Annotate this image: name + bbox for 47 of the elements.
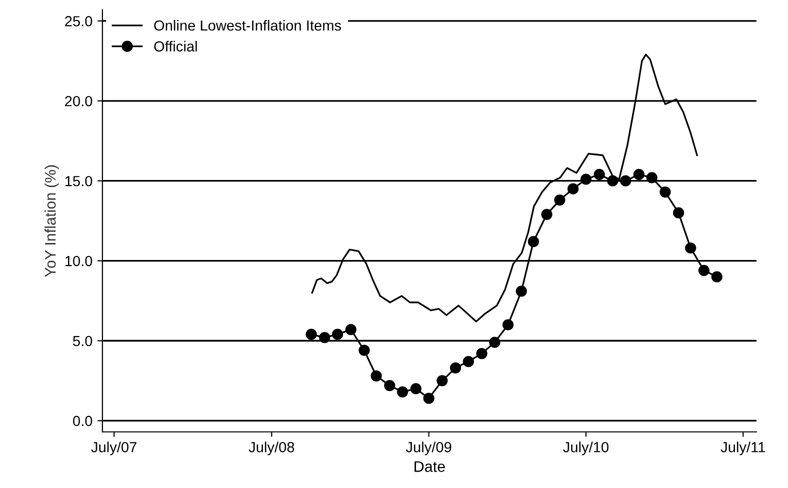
point [516, 286, 527, 297]
point [489, 336, 500, 348]
y-tick-label: 25.0 [65, 16, 92, 26]
point [698, 264, 710, 276]
point [685, 242, 696, 254]
point [436, 375, 448, 386]
point [660, 186, 671, 198]
point [580, 174, 592, 185]
point [541, 208, 552, 220]
point [594, 168, 605, 180]
y-tick-label: 5.0 [73, 336, 92, 346]
point [306, 328, 317, 340]
x-tick-label: July/08 [248, 442, 294, 456]
legend-label: Online Lowest-Inflation Items [154, 20, 342, 31]
point [319, 332, 330, 344]
point [358, 344, 370, 356]
point [646, 172, 658, 184]
point [672, 207, 684, 218]
point [568, 183, 579, 194]
y-tick-label: 20.0 [65, 96, 92, 106]
y-tick-label: 0.0 [73, 416, 92, 426]
point [620, 175, 632, 186]
x-tick-label: July/11 [720, 442, 765, 456]
legend-label: Official [154, 40, 197, 52]
x-tick-label: July/09 [406, 442, 452, 456]
x-tick-label: July/07 [91, 442, 136, 456]
point [476, 348, 488, 360]
point [384, 380, 396, 392]
point [502, 319, 514, 330]
point [554, 194, 566, 206]
point [528, 236, 539, 248]
point [633, 168, 644, 180]
y-axis-title: YoY Inflation (%) [44, 165, 59, 277]
x-tick-label: July/10 [563, 442, 609, 456]
point [410, 383, 422, 394]
point [450, 362, 462, 374]
point [396, 386, 408, 398]
y-tick-label: 15.0 [65, 176, 92, 186]
point [711, 271, 722, 282]
point [423, 392, 434, 404]
x-axis-title: Date [414, 461, 445, 472]
y-tick-label: 10.0 [65, 256, 92, 266]
point [462, 356, 474, 368]
point [345, 324, 356, 336]
point [332, 328, 344, 340]
point [370, 370, 382, 382]
point [607, 175, 618, 186]
